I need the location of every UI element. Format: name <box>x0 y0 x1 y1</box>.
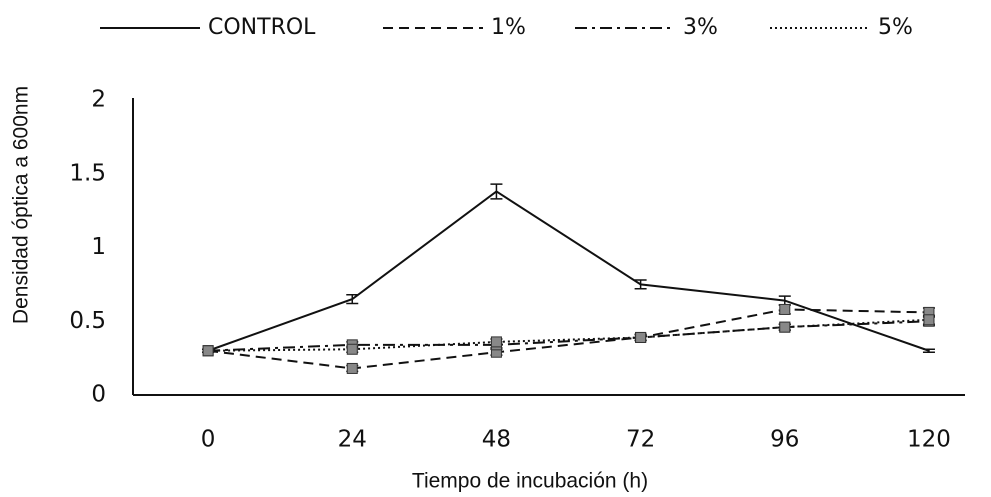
marker <box>202 345 214 357</box>
x-tick-label: 120 <box>907 427 951 453</box>
y-tick-label: 0.5 <box>69 308 106 334</box>
series-line <box>207 190 930 352</box>
error-bar <box>634 279 647 290</box>
marker <box>779 303 791 315</box>
legend-label: 3% <box>683 15 718 40</box>
marker <box>346 343 358 355</box>
marker <box>779 321 791 333</box>
series-line <box>207 308 929 370</box>
x-tick-label: 0 <box>201 427 216 453</box>
x-tick-label: 48 <box>482 427 511 453</box>
error-bar <box>490 183 503 200</box>
error-bar <box>346 293 359 305</box>
y-tick-label: 1 <box>91 234 106 260</box>
y-axis-title: Densidad óptica a 600nm <box>10 86 33 324</box>
y-tick-label: 0 <box>91 382 106 408</box>
error-bar <box>922 348 935 353</box>
x-tick-label: 72 <box>626 427 655 453</box>
y-tick-label: 2 <box>91 87 106 113</box>
x-tick-label: 24 <box>338 427 367 453</box>
x-tick-label: 96 <box>770 427 799 453</box>
legend-label: CONTROL <box>208 15 316 40</box>
legend-label: 1% <box>491 15 526 40</box>
series-line <box>208 320 929 352</box>
marker <box>490 336 502 348</box>
marker <box>635 331 647 343</box>
x-axis-title: Tiempo de incubación (h) <box>412 470 648 493</box>
marker <box>923 314 935 326</box>
series-line <box>208 318 930 352</box>
y-tick-label: 1.5 <box>69 160 106 186</box>
marker <box>346 362 358 374</box>
legend-label: 5% <box>878 15 913 40</box>
